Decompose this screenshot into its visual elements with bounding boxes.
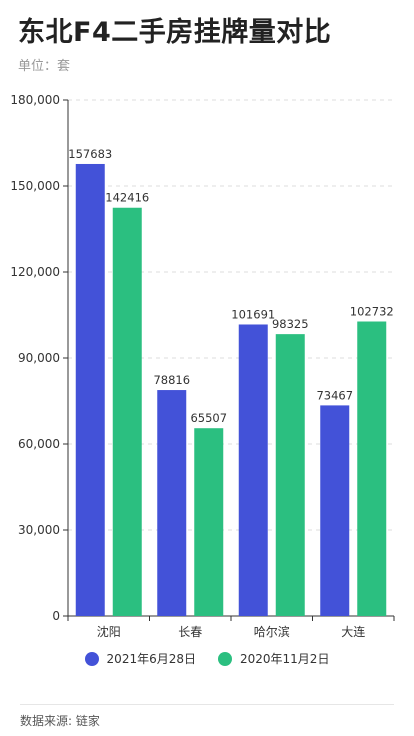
y-tick-label: 150,000 xyxy=(10,179,60,193)
bar-chart: 0 30,000 60,000 90,000 120,000 150,000 180,000… xyxy=(10,93,395,639)
legend-item-series1[interactable]: 2021年6月28日 xyxy=(84,650,196,667)
bar-value-label: 65507 xyxy=(190,411,227,425)
bar xyxy=(112,207,142,617)
y-tick-label: 120,000 xyxy=(10,265,60,279)
legend-swatch-series1 xyxy=(84,651,99,666)
bar xyxy=(75,163,105,616)
bar-value-label: 157683 xyxy=(68,147,112,161)
bar-value-label: 98325 xyxy=(272,317,309,331)
y-tick-label: 0 xyxy=(52,609,60,623)
bar-value-label: 101691 xyxy=(231,307,275,321)
x-tick-label: 大连 xyxy=(341,624,365,639)
bar xyxy=(157,390,187,616)
legend: 2021年6月28日 2020年11月2日 xyxy=(0,650,414,667)
bar xyxy=(320,405,350,616)
bar-value-label: 102732 xyxy=(350,305,394,319)
y-tick-label: 30,000 xyxy=(18,523,60,537)
bar-value-label: 73467 xyxy=(316,388,353,402)
bar xyxy=(194,428,224,616)
legend-label-series2: 2020年11月2日 xyxy=(240,652,330,666)
y-tick-label: 180,000 xyxy=(10,93,60,107)
chart-title: 东北F4二手房挂牌量对比 xyxy=(18,17,332,48)
legend-item-series2[interactable]: 2020年11月2日 xyxy=(218,650,329,667)
source-note: 数据来源: 链家 xyxy=(20,714,100,728)
legend-swatch-series2 xyxy=(218,651,232,666)
legend-label-series1: 2021年6月28日 xyxy=(106,652,196,666)
x-tick-label: 哈尔滨 xyxy=(254,624,290,639)
x-tick-label: 长春 xyxy=(178,625,202,639)
y-tick-label: 90,000 xyxy=(18,351,60,365)
bar-value-label: 142416 xyxy=(105,191,149,205)
y-tick-label: 60,000 xyxy=(18,437,60,451)
x-tick-label: 沈阳 xyxy=(97,624,121,639)
footer-divider xyxy=(20,704,394,705)
bar xyxy=(238,324,268,616)
unit-label: 单位：套 xyxy=(18,59,71,74)
bar xyxy=(357,321,387,616)
bar-value-label: 78816 xyxy=(153,373,190,387)
bar xyxy=(275,334,305,616)
